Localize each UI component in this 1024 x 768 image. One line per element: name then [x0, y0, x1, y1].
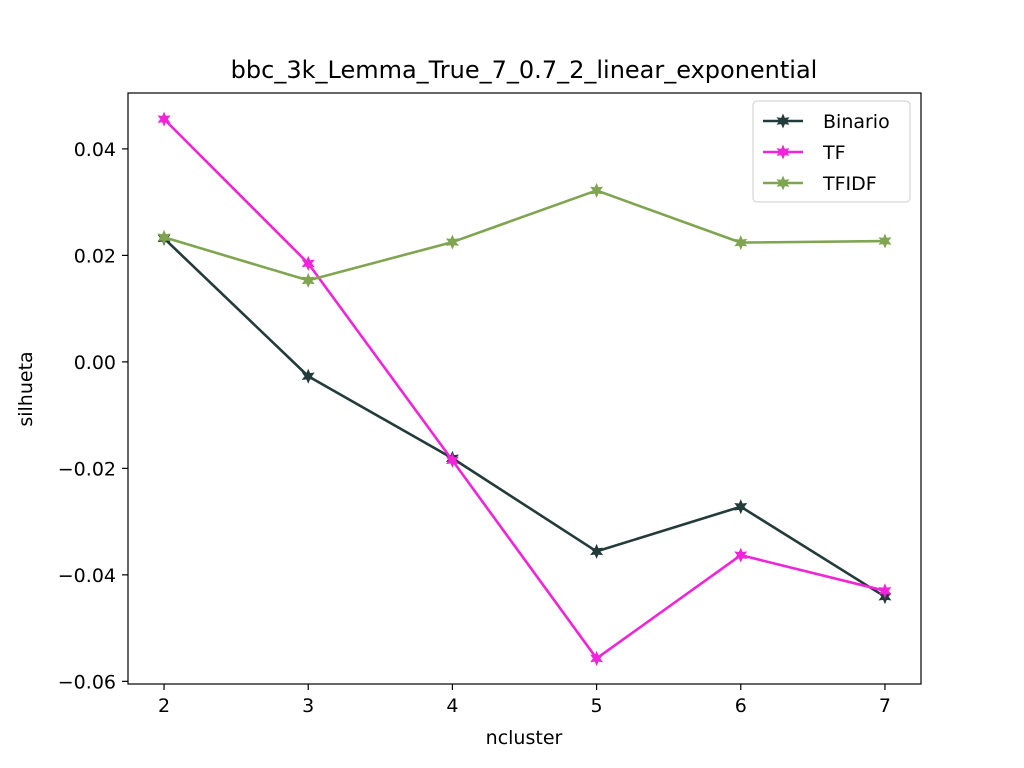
- y-tick-label: −0.02: [58, 458, 116, 480]
- series-line: [163, 237, 886, 598]
- data-point: [157, 229, 171, 245]
- data-point: [734, 235, 748, 251]
- y-tick-label: −0.04: [58, 565, 116, 587]
- chart-title: bbc_3k_Lemma_True_7_0.7_2_linear_exponen…: [231, 56, 818, 84]
- x-tick-label: 6: [735, 695, 747, 717]
- series-tf: [157, 111, 892, 666]
- x-tick-label: 7: [879, 695, 891, 717]
- data-point: [590, 650, 604, 666]
- legend-label: TF: [822, 142, 846, 164]
- series-line: [163, 118, 886, 660]
- y-axis: 0.04 0.02 0.00 −0.02 −0.04 −0.06: [58, 139, 128, 693]
- data-point: [590, 182, 604, 198]
- data-point: [301, 255, 315, 271]
- data-point: [301, 368, 315, 384]
- legend-marker: [776, 113, 790, 129]
- plot-area: [127, 92, 922, 685]
- x-tick-label: 4: [446, 695, 458, 717]
- data-point: [445, 452, 459, 468]
- data-point: [301, 272, 315, 288]
- data-point: [734, 499, 748, 515]
- series-tfidf: [157, 182, 892, 288]
- x-tick-label: 3: [302, 695, 314, 717]
- data-point: [734, 547, 748, 563]
- series-layer: [157, 111, 892, 666]
- legend-marker: [776, 144, 790, 160]
- legend-box: [752, 100, 911, 203]
- x-tick-label: 5: [591, 695, 603, 717]
- y-tick-label: 0.04: [74, 139, 116, 161]
- legend: Binario TF TFIDF: [752, 100, 911, 203]
- y-tick-label: 0.00: [74, 352, 116, 374]
- y-axis-label: silhueta: [15, 351, 37, 426]
- legend-label: Binario: [823, 111, 890, 133]
- data-point: [878, 233, 892, 249]
- legend-item: Binario: [763, 111, 890, 133]
- data-point: [878, 583, 892, 599]
- data-point: [590, 543, 604, 559]
- series-line: [163, 189, 885, 282]
- x-tick-label: 2: [158, 695, 170, 717]
- data-point: [445, 234, 459, 250]
- x-axis-label: ncluster: [486, 727, 563, 749]
- y-tick-label: 0.02: [74, 245, 116, 267]
- x-axis: 2 3 4 5 6 7: [158, 684, 891, 717]
- data-point: [157, 111, 171, 127]
- y-tick-label: −0.06: [58, 671, 116, 693]
- legend-item: TF: [763, 142, 846, 164]
- legend-marker: [776, 175, 790, 191]
- legend-item: TFIDF: [763, 173, 877, 195]
- legend-label: TFIDF: [822, 173, 877, 195]
